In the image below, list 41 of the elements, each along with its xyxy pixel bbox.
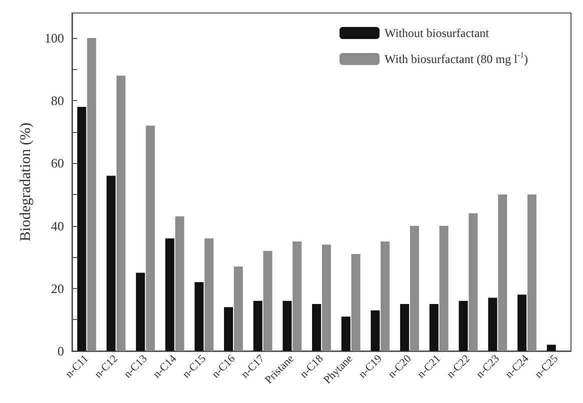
bar (234, 266, 243, 351)
bar (458, 300, 468, 351)
bar (322, 244, 331, 351)
bar (136, 272, 145, 351)
bar (439, 226, 448, 351)
bar (282, 300, 292, 351)
bar (410, 226, 420, 351)
bar (488, 298, 498, 351)
bar (341, 316, 350, 351)
y-tick-label: 100 (44, 30, 64, 46)
bar (253, 300, 262, 351)
bar (370, 310, 380, 351)
bar (429, 304, 438, 351)
bar (194, 282, 204, 351)
legend-label: Without biosurfactant (384, 26, 490, 40)
bar (380, 241, 390, 351)
y-axis-title: Biodegradation (%) (18, 122, 34, 242)
y-tick-label: 0 (58, 344, 64, 358)
bar (400, 304, 410, 351)
bar (351, 254, 360, 351)
bar (498, 194, 508, 351)
y-tick-label: 80 (51, 93, 64, 108)
bar (106, 176, 116, 351)
bar (224, 307, 233, 351)
y-tick-label: 60 (51, 156, 64, 171)
bar (77, 106, 86, 351)
bar (116, 76, 126, 351)
bar (546, 344, 556, 351)
bar (527, 194, 536, 351)
bar (312, 304, 322, 351)
bar (518, 294, 527, 351)
bar (175, 216, 184, 351)
bar (263, 250, 272, 351)
bar (146, 126, 155, 351)
y-tick-label: 40 (51, 218, 64, 234)
bar (87, 38, 96, 351)
bar (165, 238, 174, 351)
bar (292, 241, 302, 351)
bar (204, 238, 214, 351)
bar (468, 213, 478, 351)
y-tick-label: 20 (51, 280, 64, 296)
